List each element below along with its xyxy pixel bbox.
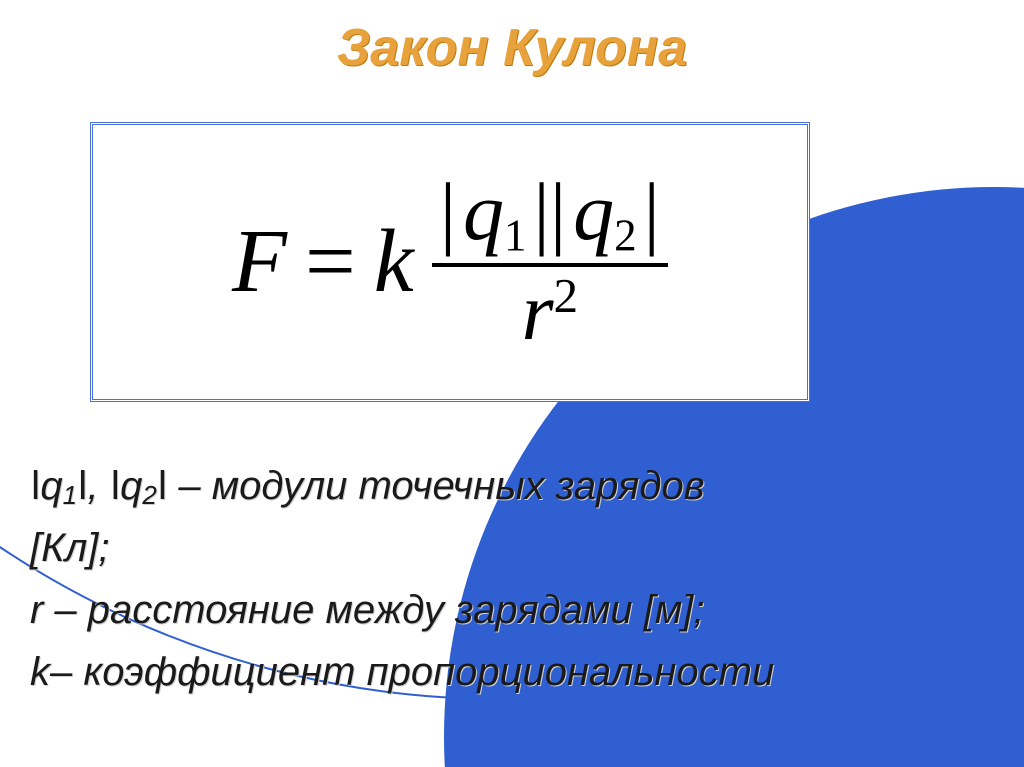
formula-k: k xyxy=(374,217,414,307)
coulomb-formula: F = k | q1 || q2 | r2 xyxy=(232,167,668,356)
legend-line-1: ǀq1ǀ, ǀq2ǀ – модули точечных зарядов xyxy=(30,455,990,517)
slide-title: Закон Кулона xyxy=(0,18,1024,78)
fraction-denominator: r2 xyxy=(514,267,587,357)
formula-eq: = xyxy=(305,217,356,307)
legend-line-3: r – расстояние между зарядами [м]; xyxy=(30,579,990,641)
slide: Закон Кулона F = k | q1 || q2 | r2 ǀq1ǀ,… xyxy=(0,0,1024,767)
formula-box: F = k | q1 || q2 | r2 xyxy=(90,122,810,402)
formula-lhs: F xyxy=(232,217,287,307)
legend-line-2: [Кл]; xyxy=(30,517,990,579)
formula-fraction: | q1 || q2 | r2 xyxy=(432,167,668,356)
fraction-numerator: | q1 || q2 | xyxy=(432,167,668,262)
legend-block: ǀq1ǀ, ǀq2ǀ – модули точечных зарядов [Кл… xyxy=(30,455,990,703)
legend-line-4: k– коэффициент пропорциональности xyxy=(30,641,990,703)
